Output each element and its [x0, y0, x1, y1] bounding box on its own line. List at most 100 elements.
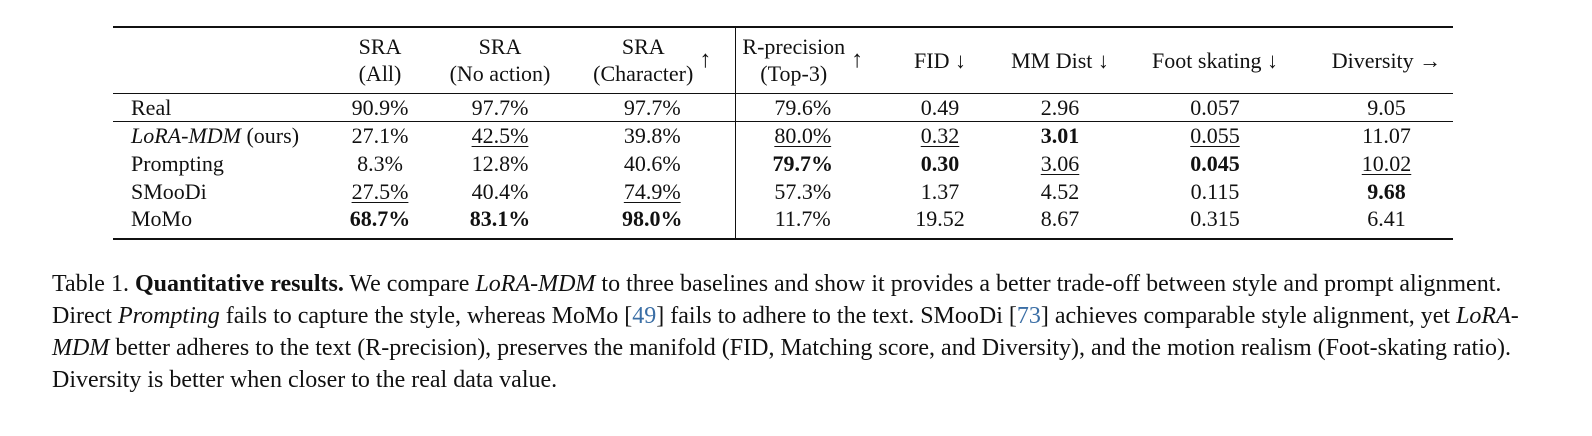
- header-wrap: R-precision (Top-3) ↑: [742, 33, 863, 87]
- header-cell: SRA (Character) ↑: [570, 27, 735, 93]
- header-text: (Top-3): [760, 61, 828, 87]
- cell-value: 12.8%: [471, 150, 529, 176]
- table-cell: 0.055: [1110, 121, 1320, 149]
- header-lines: MM Dist ↓: [1011, 47, 1109, 74]
- citation[interactable]: 49: [632, 303, 657, 329]
- table-cell: 8.3%: [330, 149, 430, 177]
- table-cell: 1.37: [870, 177, 1010, 205]
- table-cell: 97.7%: [430, 93, 570, 121]
- cell-value: 74.9%: [623, 178, 681, 204]
- caption-text: better adheres to the text (R-precision)…: [52, 335, 1511, 393]
- header-cell: R-precision (Top-3) ↑: [734, 27, 870, 93]
- cell-value: 27.1%: [351, 122, 409, 148]
- table-cell: 4.52: [1010, 177, 1110, 205]
- table-row: SMooDi 27.5% 40.4% 74.9% 57.3% 1.37 4.52 0.115 9…: [113, 177, 1453, 205]
- table-cell: 27.1%: [330, 121, 430, 149]
- caption-italic: LoRA-MDM: [475, 271, 596, 297]
- table-header: SRA (All) SRA (No action) SRA (Character) ↑ R-p…: [113, 27, 1453, 93]
- cell-value: 68.7%: [349, 206, 411, 231]
- cell-value: 79.7%: [772, 150, 834, 176]
- caption-text: ] fails to adhere to the text. SMooDi [: [656, 303, 1017, 329]
- table-cell: 11.07: [1320, 121, 1453, 149]
- header-wrap: SRA (All): [359, 33, 402, 87]
- header-cell: Foot skating ↓: [1110, 27, 1320, 93]
- cell-value: 90.9%: [351, 94, 409, 120]
- cell-value: 6.41: [1367, 206, 1406, 231]
- table-cell: 40.4%: [430, 177, 570, 205]
- header-lines: FID ↓: [914, 47, 966, 74]
- caption: Table 1. Quantitative results. We compar…: [52, 268, 1522, 396]
- table-cell: 79.7%: [734, 149, 870, 177]
- cell-value: 0.315: [1190, 206, 1240, 231]
- cell-value: 4.52: [1040, 178, 1080, 204]
- row-label-text: SMooDi: [131, 178, 207, 204]
- table-cell: 68.7%: [330, 205, 430, 239]
- header-wrap: SRA (No action): [450, 33, 551, 87]
- table-cell: 11.7%: [734, 205, 870, 239]
- caption-label: Table 1.: [52, 271, 135, 297]
- table-row: MoMo 68.7% 83.1% 98.0% 11.7% 19.52 8.67 0.315 6.…: [113, 205, 1453, 239]
- cell-value: 2.96: [1040, 94, 1080, 120]
- header-text: R-precision: [742, 34, 846, 60]
- table-cell: 0.315: [1110, 205, 1320, 239]
- cell-value: 3.01: [1040, 122, 1080, 148]
- table-cell: 0.32: [870, 121, 1010, 149]
- header-wrap: FID ↓: [914, 47, 966, 74]
- header-lines: SRA (No action): [450, 33, 551, 87]
- table-cell: 0.045: [1110, 149, 1320, 177]
- citation[interactable]: 73: [1016, 303, 1041, 329]
- header-text: SRA: [621, 34, 665, 60]
- cell-value: 0.045: [1190, 150, 1240, 176]
- header-text: (Character): [593, 61, 694, 87]
- cell-value: 40.6%: [623, 150, 681, 176]
- header-text: Foot skating ↓: [1152, 47, 1278, 73]
- table-cell: 42.5%: [430, 121, 570, 149]
- table-cell: 40.6%: [570, 149, 735, 177]
- cell-value: 0.32: [920, 122, 960, 148]
- cell-value: 97.7%: [623, 94, 681, 120]
- cell-value: 39.8%: [623, 122, 681, 148]
- header-wrap: SRA (Character) ↑: [593, 33, 711, 87]
- caption-italic: Prompting: [117, 303, 220, 329]
- cell-value: 11.7%: [774, 206, 831, 231]
- header-lines: Foot skating ↓: [1152, 47, 1278, 74]
- header-text: (All): [358, 61, 402, 87]
- header-cell: [113, 27, 330, 93]
- cell-value: 0.057: [1190, 94, 1240, 120]
- header-text: FID ↓: [914, 47, 966, 73]
- header-text: SRA: [478, 34, 522, 60]
- table-body: Real 90.9% 97.7% 97.7% 79.6% 0.49 2.96 0.057 9.0…: [113, 93, 1453, 239]
- header-text: (No action): [449, 61, 551, 87]
- row-label-text: (ours): [246, 122, 300, 148]
- row-label-text: Prompting: [131, 150, 224, 176]
- cell-value: 98.0%: [622, 206, 683, 231]
- table-cell: 98.0%: [570, 205, 735, 239]
- table-cell: 39.8%: [570, 121, 735, 149]
- caption-text: to three baselines and show it provides …: [52, 271, 1502, 329]
- header-wrap: Diversity →: [1332, 47, 1441, 74]
- caption-text: We compare: [343, 271, 476, 297]
- cell-value: 8.3%: [357, 150, 403, 176]
- header-cell: Diversity →: [1320, 27, 1453, 93]
- header-text: SRA: [358, 34, 402, 60]
- table-cell: 0.30: [870, 149, 1010, 177]
- header-lines: Diversity →: [1332, 47, 1441, 74]
- table-cell: 80.0%: [734, 121, 870, 149]
- table-row: Prompting 8.3% 12.8% 40.6% 79.7% 0.30 3.06 0.04…: [113, 149, 1453, 177]
- table-cell: 0.115: [1110, 177, 1320, 205]
- row-label: Real: [113, 93, 330, 121]
- table-cell: 6.41: [1320, 205, 1453, 239]
- cell-value: 0.115: [1190, 178, 1240, 204]
- table-cell: 0.057: [1110, 93, 1320, 121]
- header-wrap: MM Dist ↓: [1011, 47, 1109, 74]
- table-row: Real 90.9% 97.7% 97.7% 79.6% 0.49 2.96 0.057 9.0…: [113, 93, 1453, 121]
- table-cell: 9.68: [1320, 177, 1453, 205]
- table-cell: 79.6%: [734, 93, 870, 121]
- table-cell: 27.5%: [330, 177, 430, 205]
- header-wrap: Foot skating ↓: [1152, 47, 1278, 74]
- cell-value: 9.05: [1367, 94, 1406, 120]
- cell-value: 1.37: [920, 178, 960, 204]
- cell-value: 19.52: [915, 206, 965, 231]
- header-row: SRA (All) SRA (No action) SRA (Character) ↑ R-p…: [113, 27, 1453, 93]
